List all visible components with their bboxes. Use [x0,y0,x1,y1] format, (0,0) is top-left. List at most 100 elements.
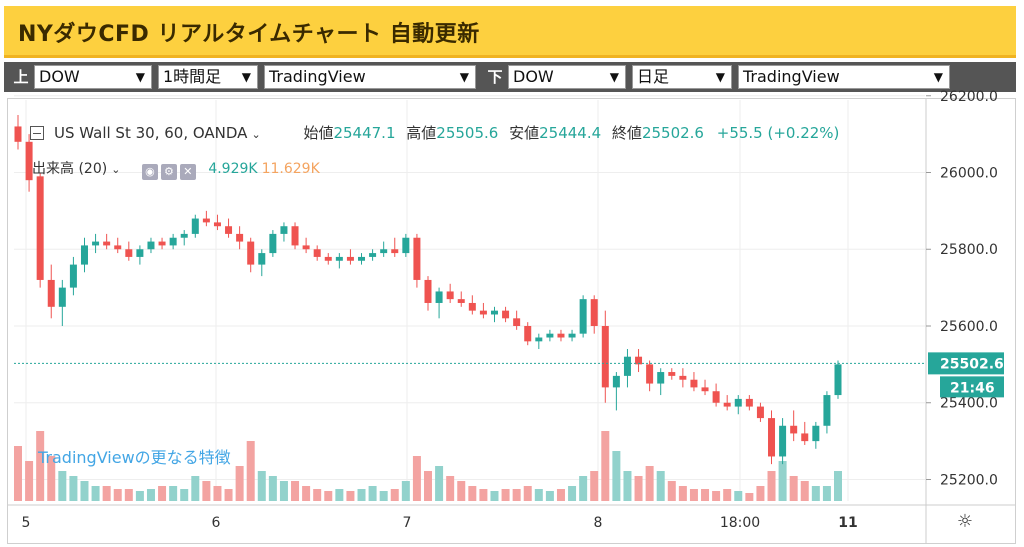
chevron-down-icon[interactable]: ⌄ [251,128,261,141]
candle-body [446,291,454,300]
gear-icon[interactable]: ⚙ [160,164,177,180]
candle-body [424,279,432,303]
candle-body [158,241,166,246]
candle-body [834,364,842,396]
page-title: NYダウCFD リアルタイムチャート 自動更新 [18,22,480,47]
volume-bar [579,476,588,501]
volume-bar [701,489,710,501]
chevron-down-icon: ▼ [135,70,145,84]
volume-bar [479,489,488,501]
volume-bar [667,481,676,501]
y-tick-label: 25800.0 [940,242,998,258]
volume-bar [246,441,255,501]
y-tick-label: 26000.0 [940,166,998,182]
volume-value: 11.629K [261,161,320,177]
volume-label[interactable]: 出来高 (20) [32,161,108,177]
volume-bar [302,486,311,501]
volume-bar [291,481,300,501]
volume-bar [512,489,521,501]
candle-body [468,302,476,311]
x-tick-label: 8 [594,515,603,531]
volume-bar [490,491,499,501]
volume-ma-value: 4.929K [208,161,258,177]
x-tick-label: 18:00 [720,515,760,531]
candle-body [756,406,764,419]
candle-body [723,402,731,407]
candle-body [258,253,266,265]
eye-icon[interactable]: ◉ [141,164,158,180]
volume-bar [213,486,222,501]
candle-body [313,249,321,257]
candle-body [269,233,277,254]
candle-body [513,318,521,326]
volume-bar [401,481,410,501]
volume-bar [468,486,477,501]
settings-gear-icon[interactable]: ☼ [957,511,973,532]
lower-symbol-select[interactable]: DOW ▼ [508,65,626,89]
candle-body [369,253,377,257]
volume-bar [745,493,754,501]
upper-symbol-select[interactable]: DOW ▼ [34,65,152,89]
candle-body [612,375,620,388]
volume-bar [634,476,643,501]
last-price-badge [928,352,1004,375]
candle-body [590,299,598,326]
volume-bar [58,471,67,501]
volume-bar [767,471,776,501]
candle-body [623,356,631,376]
upper-provider-select[interactable]: TradingView ▼ [264,65,476,89]
candle-body [180,233,188,238]
price-legend: US Wall St 30, 60, OANDA ⌄ 始値25447.1 高値25… [30,122,839,143]
symbol-name[interactable]: US Wall St 30, 60, OANDA [54,124,248,142]
candle-body [535,337,543,342]
volume-bar [235,466,244,501]
lower-interval-select[interactable]: 日足 ▼ [632,65,732,89]
volume-bar [279,481,288,501]
volume-bar [379,491,388,501]
volume-bar [689,489,698,501]
lower-provider-select[interactable]: TradingView ▼ [738,65,950,89]
candle-body [668,372,676,376]
volume-bar [834,471,842,501]
volume-bar [523,486,532,501]
candle-body [280,226,288,234]
tradingview-link[interactable]: TradingViewの更なる特徴 [38,448,231,467]
candle-body [346,256,354,261]
volume-bar [723,489,732,501]
volume-bar [14,446,22,501]
candle-body [136,249,144,257]
candle-body [213,222,221,227]
upper-interval-select[interactable]: 1時間足 ▼ [158,65,258,89]
candle-body [191,218,199,234]
volume-bar [313,489,322,501]
candle-body [47,279,55,307]
volume-bar [545,491,554,501]
candle-body [202,218,210,223]
volume-bar [800,481,809,501]
volume-bar [346,491,355,501]
candle-body [601,325,609,388]
candle-body [579,299,587,334]
x-tick-label: 6 [212,515,221,531]
volume-bar [678,486,687,501]
x-tick-label: 5 [22,515,31,531]
volume-bar [457,481,466,501]
volume-bar [601,431,610,501]
lower-tag: 下 [487,68,503,86]
volume-bar [113,489,122,501]
candle-body [36,176,44,280]
candle-body [524,325,532,342]
volume-bar [25,461,34,501]
upper-tag: 上 [13,68,29,86]
collapse-icon[interactable] [30,126,44,140]
close-icon[interactable]: ✕ [179,164,196,180]
candle-body [391,249,399,254]
chevron-down-icon[interactable]: ⌄ [111,163,121,176]
y-tick-label: 25200.0 [940,472,998,488]
chevron-down-icon: ▼ [609,70,619,84]
candle-body [358,256,366,261]
volume-bar [712,491,721,501]
volume-bar [324,491,333,501]
candle-body [69,264,77,288]
